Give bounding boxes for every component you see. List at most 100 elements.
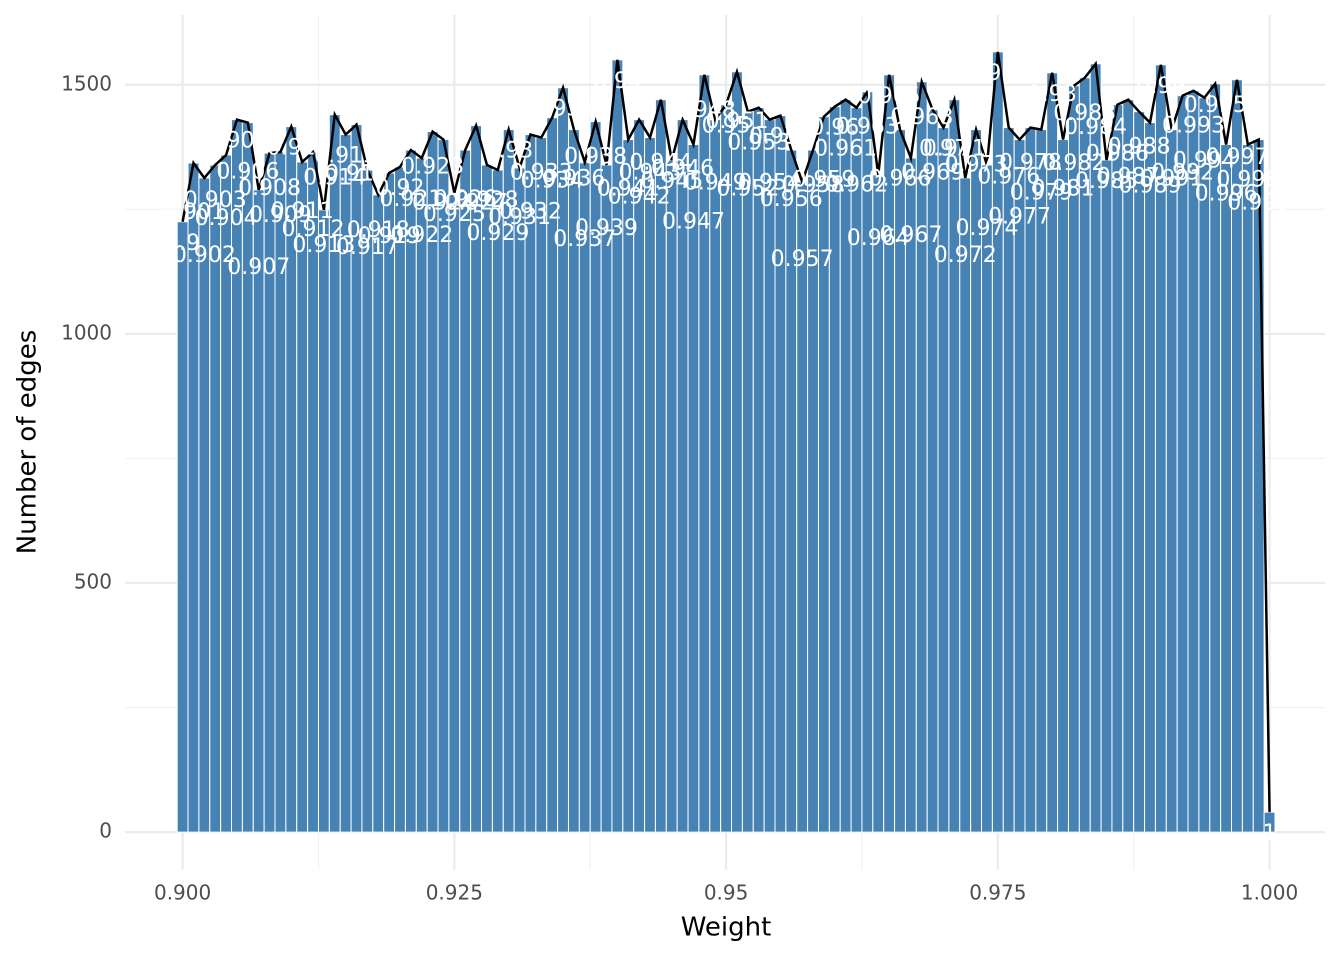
y-axis-title: Number of edges	[13, 330, 43, 555]
point-label: 0.984	[1064, 115, 1127, 140]
point-label: 0.965	[858, 84, 921, 109]
point-label: 0.947	[662, 210, 725, 235]
point-label: 0.921	[379, 187, 442, 212]
bar	[741, 111, 754, 833]
point-label: 0.955	[749, 125, 812, 150]
bar	[513, 167, 526, 833]
point-label: 0.91	[267, 136, 316, 161]
bar	[1122, 99, 1135, 833]
point-label: 0.932	[499, 200, 562, 225]
bar	[774, 115, 787, 833]
bar	[1252, 139, 1265, 833]
point-label: 0.938	[564, 145, 627, 170]
point-label: 0.906	[216, 160, 279, 185]
bar	[459, 149, 472, 833]
point-label: 0.934	[521, 169, 584, 194]
point-label: 0.924	[412, 191, 475, 216]
point-label: 0.93	[484, 139, 533, 164]
bar	[1165, 129, 1178, 833]
bar	[1111, 104, 1124, 833]
point-label: 0.914	[303, 166, 366, 191]
point-label: 0.923	[401, 155, 464, 180]
bar	[1220, 144, 1233, 833]
y-tick-label: 0	[99, 819, 112, 843]
point-label: 0.986	[1086, 142, 1149, 167]
point-label: 0.952	[716, 177, 779, 202]
point-label: 0.967	[879, 223, 942, 248]
y-tick-label: 1000	[61, 320, 112, 344]
point-label: 0.902	[173, 243, 236, 268]
bar	[176, 221, 189, 833]
point-label: 0.918	[347, 218, 410, 243]
bar	[904, 157, 917, 833]
point-label: 0.958	[782, 173, 845, 198]
bars	[176, 51, 1276, 833]
point-label: 0.95	[702, 114, 751, 139]
point-label: 0.949	[684, 171, 747, 196]
point-label: 0.961	[814, 137, 877, 162]
point-label: 0.943	[619, 161, 682, 186]
point-label: 0.989	[1119, 174, 1182, 199]
bar	[404, 149, 417, 833]
point-label: 0.98	[1028, 82, 1077, 107]
point-label: 0.929	[466, 221, 529, 246]
bar	[687, 144, 700, 833]
x-tick-label: 0.975	[969, 881, 1026, 905]
bar	[1144, 122, 1156, 833]
point-label: 0.978	[999, 151, 1062, 176]
point-label: 0.971	[923, 137, 986, 162]
point-label: 0.991	[1140, 167, 1203, 192]
bar	[926, 109, 939, 833]
point-label: 0.959	[792, 168, 855, 193]
bar	[959, 177, 972, 833]
bar	[448, 192, 461, 833]
point-label: 0.996	[1195, 182, 1258, 207]
point-label: 0.987	[1097, 165, 1160, 190]
point-label: 0.905	[205, 129, 268, 154]
point-label: 0.976	[977, 165, 1040, 190]
point-label: 0.909	[249, 203, 312, 228]
point-label: 0.926	[434, 187, 497, 212]
point-label: 0.917	[336, 235, 399, 260]
point-label: 0.944	[629, 151, 692, 176]
point-label: 0.962	[825, 173, 888, 198]
point-label: 0.979	[1010, 181, 1073, 206]
point-label: 0.922	[390, 223, 453, 248]
point-label: 0.912	[282, 217, 345, 242]
point-label: 0.928	[455, 188, 518, 213]
x-axis-title: Weight	[681, 913, 772, 943]
point-label: 0.937	[553, 227, 616, 252]
point-label: 0.901	[162, 200, 225, 225]
bar	[752, 107, 765, 833]
point-label: 0.957	[771, 247, 834, 272]
point-label: 0.96	[810, 116, 859, 141]
point-label: 0.995	[1184, 93, 1247, 118]
bar	[1013, 139, 1026, 833]
bar	[1057, 139, 1069, 833]
bar	[535, 137, 548, 833]
point-label: 0.915	[314, 144, 377, 169]
bar	[198, 177, 211, 833]
point-label: 0.973	[945, 153, 1008, 178]
point-label: 0.977	[988, 205, 1051, 230]
point-label: 0.931	[488, 205, 551, 230]
point-label: 0.925	[423, 202, 486, 227]
point-label: 0.903	[184, 188, 247, 213]
x-tick-label: 0.925	[426, 881, 483, 905]
bar	[1198, 97, 1211, 833]
bar	[817, 116, 830, 833]
bar	[361, 169, 374, 833]
bar	[317, 209, 330, 833]
point-label: 0.964	[847, 226, 910, 251]
y-tick-label: 1500	[61, 71, 112, 95]
x-tick-label: 0.900	[154, 881, 211, 905]
point-label: 0.927	[445, 191, 508, 216]
bar	[622, 139, 635, 833]
bar	[372, 194, 385, 833]
point-label: 0.933	[510, 161, 573, 186]
point-label: 0.997	[1205, 145, 1268, 170]
point-label: 0.942	[608, 185, 671, 210]
point-label: 0.982	[1042, 151, 1105, 176]
point-label: 0.94	[593, 69, 642, 94]
